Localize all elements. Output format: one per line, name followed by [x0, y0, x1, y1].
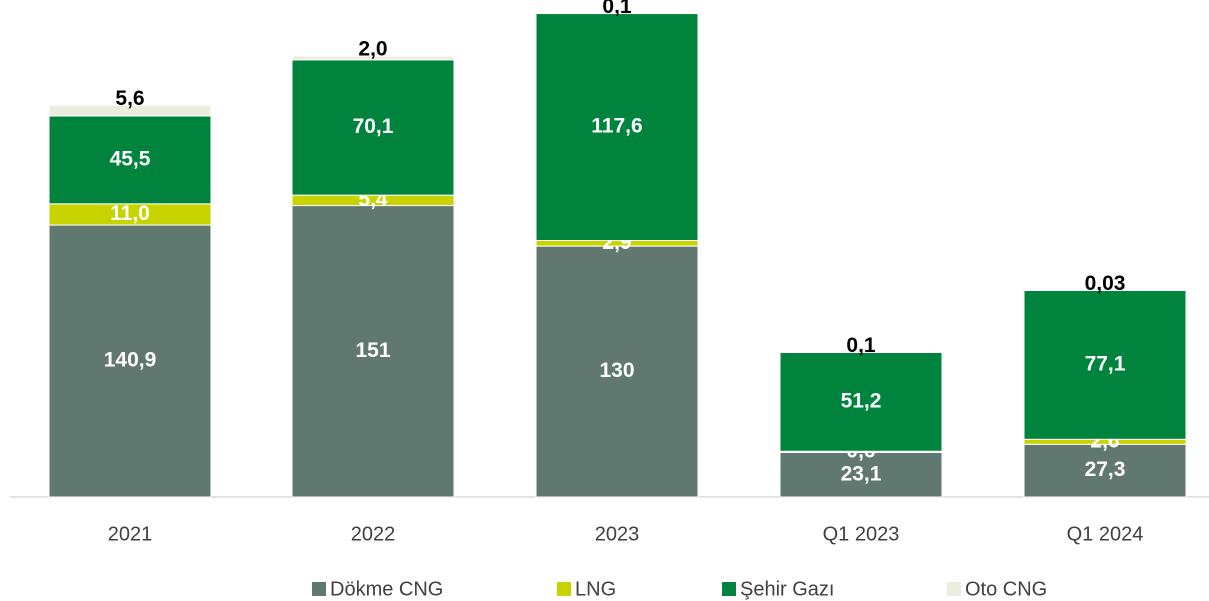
bar-segment: [535, 13, 699, 242]
legend-label: Dökme CNG: [330, 578, 443, 600]
x-tick-label: 2023: [595, 523, 640, 545]
data-label: 140,9: [104, 349, 157, 372]
data-label: 0,1: [846, 334, 876, 357]
data-label: 117,6: [591, 115, 642, 138]
data-label: 130: [599, 359, 634, 382]
legend-label: Şehir Gazı: [740, 578, 834, 600]
bar-segment: [535, 245, 699, 498]
data-label: 70,1: [353, 115, 394, 138]
data-label: 27,3: [1085, 458, 1126, 481]
bar-segment: [291, 205, 455, 498]
bar-segment: [48, 224, 212, 498]
data-label: 0,03: [1085, 272, 1126, 295]
data-label: 151: [355, 339, 390, 362]
data-label: 2,0: [358, 38, 387, 61]
data-label: 77,1: [1085, 352, 1126, 375]
x-tick-label: 2021: [108, 523, 153, 545]
bar-segment: [779, 351, 943, 452]
legend-label: Oto CNG: [965, 578, 1047, 600]
bar-segment: [1023, 289, 1187, 440]
legend-swatch: [312, 582, 326, 596]
data-label: 11,0: [110, 202, 150, 225]
data-label: 23,1: [841, 462, 882, 485]
bar-segment: [291, 59, 455, 196]
data-label: 51,2: [841, 389, 882, 412]
bar-segment: [48, 115, 212, 205]
x-tick-label: Q1 2024: [1067, 523, 1144, 545]
bar-segment: [48, 104, 212, 117]
x-tick-label: 2022: [351, 523, 396, 545]
legend-swatch: [557, 582, 571, 596]
bar-segment: [1023, 443, 1187, 498]
legend-swatch: [947, 582, 961, 596]
bar-segment: [779, 451, 943, 498]
data-label: 0,1: [602, 0, 632, 18]
legend-swatch: [722, 582, 736, 596]
data-label: 5,6: [115, 87, 144, 110]
legend-label: LNG: [575, 578, 616, 600]
x-tick-label: Q1 2023: [823, 523, 900, 545]
bar-segment: [291, 55, 455, 61]
data-label: 45,5: [110, 147, 151, 170]
